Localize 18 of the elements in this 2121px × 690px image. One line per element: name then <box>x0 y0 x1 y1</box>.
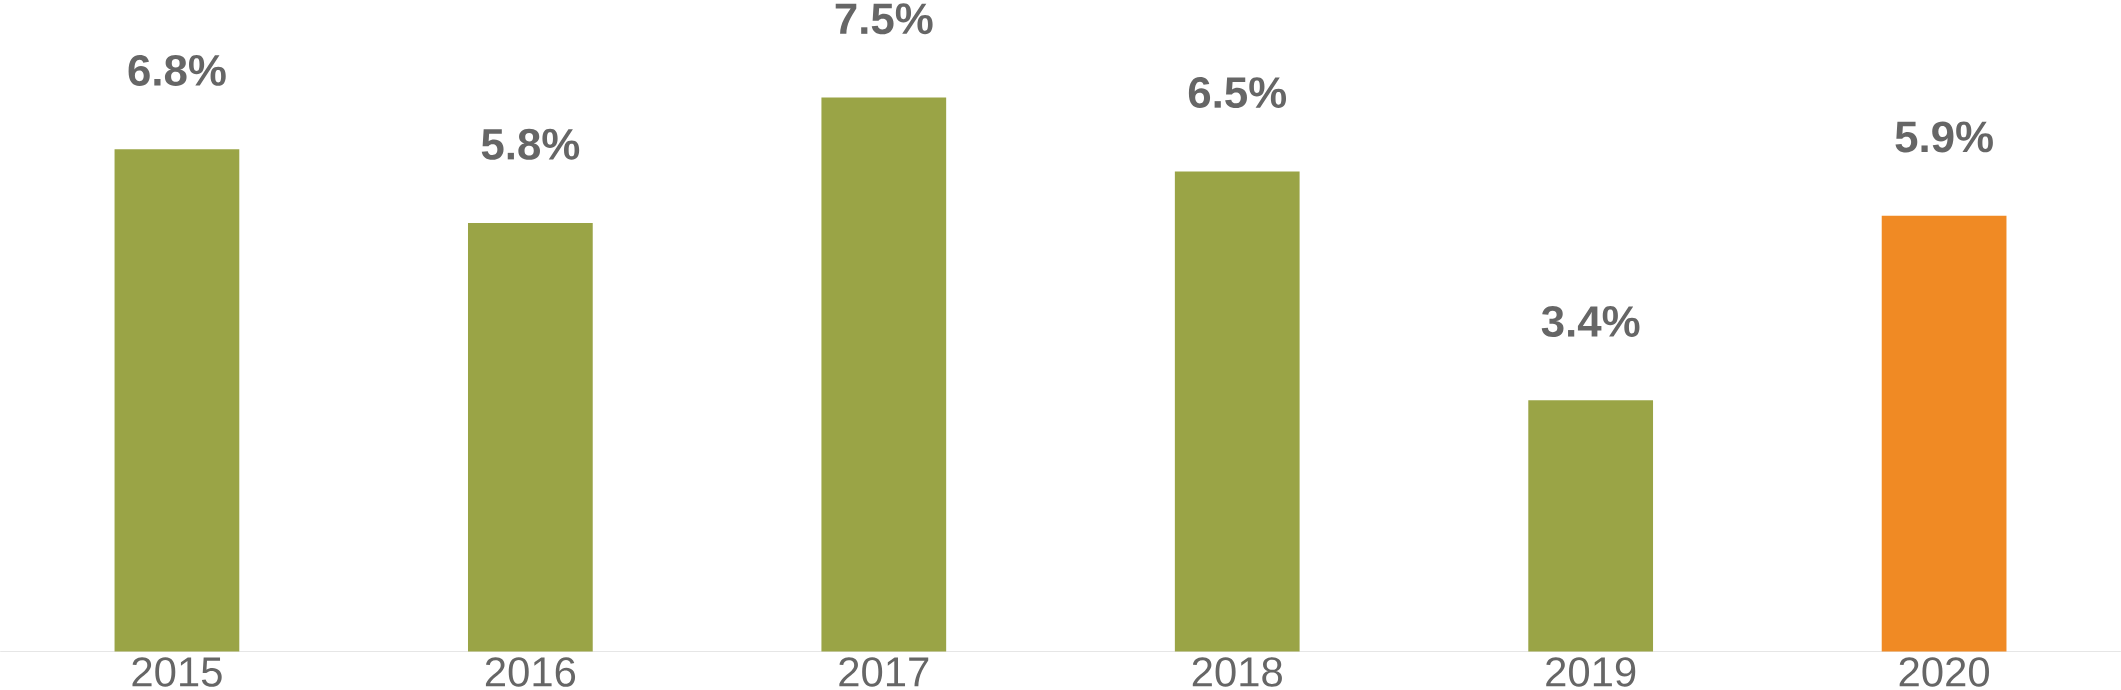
data-label: 6.5% <box>1188 77 1287 109</box>
bar <box>821 97 947 652</box>
x-tick-label: 2018 <box>1192 657 1282 687</box>
data-label: 3.4% <box>1541 305 1640 338</box>
data-label: 6.8% <box>128 54 226 86</box>
bar <box>467 223 593 652</box>
bar <box>1881 215 2007 652</box>
data-label: 7.5% <box>835 3 933 35</box>
bar <box>1528 400 1654 652</box>
data-label: 5.9% <box>1895 121 1993 153</box>
x-tick-label: 2019 <box>1546 657 1636 687</box>
bar <box>1174 171 1300 652</box>
bar <box>114 149 240 652</box>
x-tick-label: 2020 <box>1899 657 1989 687</box>
x-tick-label: 2015 <box>132 657 222 687</box>
data-label: 5.8% <box>481 128 580 160</box>
x-tick-label: 2016 <box>485 657 576 687</box>
x-tick-label: 2017 <box>839 657 929 687</box>
